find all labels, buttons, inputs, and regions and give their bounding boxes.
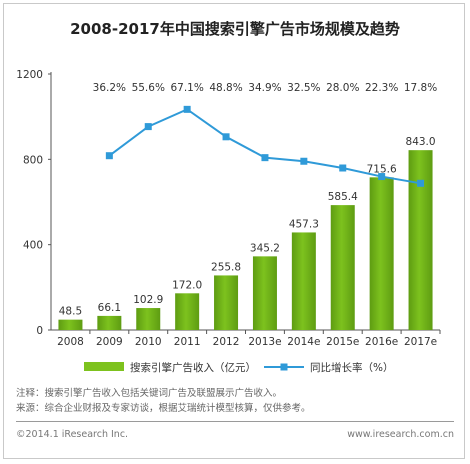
x-tick-label: 2017e: [404, 336, 437, 348]
growth-value-label: 55.6%: [132, 82, 165, 94]
growth-point: [339, 164, 347, 172]
y-tick-label: 800: [23, 154, 43, 166]
x-tick-label: 2016e: [365, 336, 398, 348]
bar-2013e: [252, 256, 277, 330]
legend-bar-swatch: [84, 362, 124, 371]
y-tick-label: 0: [36, 325, 43, 337]
legend-bar-label: 搜索引擎广告收入（亿元）: [130, 361, 256, 374]
bar-2017e: [408, 150, 433, 330]
footer-divider: [16, 421, 454, 422]
bar-2010: [136, 308, 161, 330]
bar-value-label: 345.2: [250, 242, 280, 254]
growth-value-label: 67.1%: [170, 82, 203, 94]
bar-2011: [175, 293, 200, 330]
bar-2012: [214, 275, 239, 330]
note-text: 搜索引擎广告收入包括关键词广告及联盟展示广告收入。: [44, 388, 283, 399]
x-tick-label: 2014e: [287, 336, 320, 348]
legend-line-marker: [280, 363, 288, 371]
growth-point: [183, 105, 191, 113]
bar-2008: [58, 319, 83, 330]
x-tick-label: 2012: [213, 336, 240, 348]
growth-value-label: 32.5%: [287, 82, 320, 94]
growth-point: [261, 154, 269, 162]
bar-value-label: 457.3: [289, 218, 319, 230]
growth-point: [222, 133, 230, 141]
bar-2014e: [291, 232, 316, 330]
y-tick-label: 400: [23, 240, 43, 252]
x-tick-label: 2008: [57, 336, 84, 348]
bar-value-label: 585.4: [328, 191, 358, 203]
growth-value-label: 17.8%: [404, 82, 437, 94]
growth-point: [144, 123, 152, 131]
notes-block: 注释：搜索引擎广告收入包括关键词广告及联盟展示广告收入。 来源：综合企业财报及专…: [16, 386, 311, 416]
website-text: www.iresearch.com.cn: [347, 429, 454, 440]
bar-2009: [97, 315, 122, 330]
legend-line-label: 同比增长率（%）: [310, 361, 393, 374]
source-label: 来源：: [16, 403, 45, 414]
x-tick-label: 2015e: [326, 336, 359, 348]
growth-point: [105, 152, 113, 160]
source-text: 综合企业财报及专家访谈，根据艾瑞统计模型核算，仅供参考。: [44, 403, 311, 414]
growth-value-label: 36.2%: [93, 82, 126, 94]
source-row: 来源：综合企业财报及专家访谈，根据艾瑞统计模型核算，仅供参考。: [16, 401, 311, 416]
bar-value-label: 843.0: [406, 136, 436, 148]
bar-2016e: [369, 177, 394, 330]
bar-value-label: 48.5: [59, 306, 82, 318]
bar-value-label: 172.0: [172, 279, 202, 291]
growth-point: [300, 157, 308, 165]
y-tick-label: 1200: [16, 69, 43, 81]
growth-value-label: 22.3%: [365, 82, 398, 94]
x-tick-label: 2011: [174, 336, 201, 348]
bar-value-label: 255.8: [211, 261, 241, 273]
x-tick-label: 2010: [135, 336, 162, 348]
chart-title: 2008-2017年中国搜索引擎广告市场规模及趋势: [70, 20, 400, 38]
bar-value-label: 715.6: [367, 163, 397, 175]
note-row: 注释：搜索引擎广告收入包括关键词广告及联盟展示广告收入。: [16, 386, 311, 401]
bar-value-label: 66.1: [98, 302, 121, 314]
growth-value-label: 48.8%: [209, 82, 242, 94]
growth-point: [378, 173, 386, 181]
growth-point: [417, 179, 425, 187]
copyright-text: ©2014.1 iResearch Inc.: [16, 429, 129, 440]
x-tick-label: 2013e: [248, 336, 281, 348]
growth-value-label: 34.9%: [248, 82, 281, 94]
chart-plot: 0 400 800 1200 48.5 2008 66.1 2009 102.9 2010 172.…: [16, 69, 441, 374]
note-label: 注释：: [16, 388, 45, 399]
growth-value-label: 28.0%: [326, 82, 359, 94]
bar-value-label: 102.9: [133, 294, 163, 306]
x-tick-label: 2009: [96, 336, 123, 348]
bar-2015e: [330, 205, 355, 330]
